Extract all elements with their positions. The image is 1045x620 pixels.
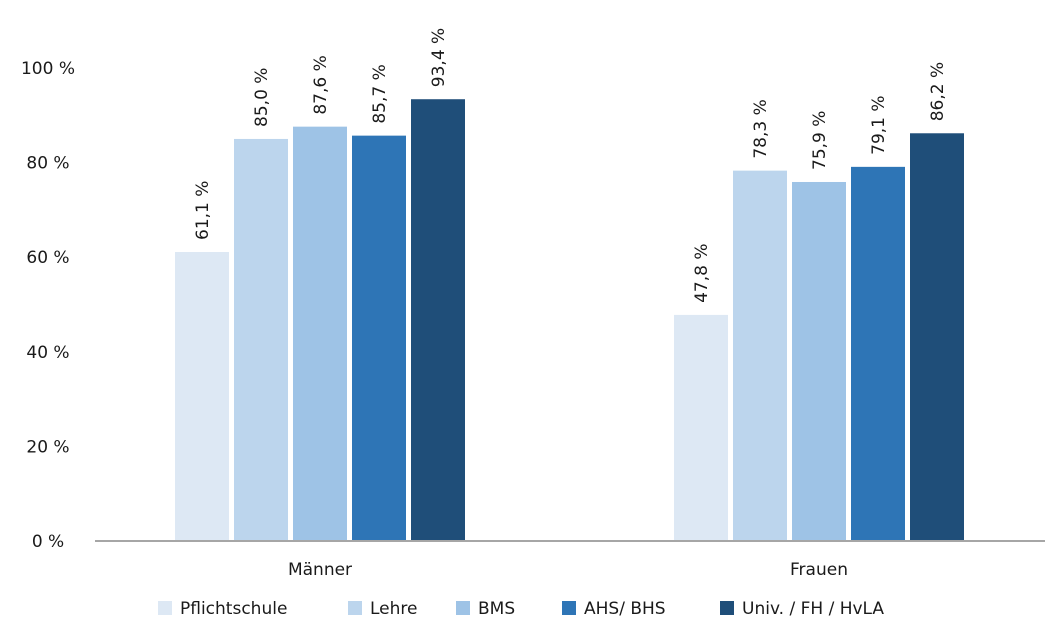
legend-item: Lehre [348, 599, 417, 619]
bar [175, 251, 229, 541]
data-label: 93,4 % [429, 28, 449, 87]
x-category-label: Frauen [790, 560, 848, 580]
legend-label: AHS/ BHS [584, 599, 666, 619]
legend-label: Pflichtschule [180, 599, 287, 619]
data-label: 86,2 % [928, 62, 948, 121]
x-axis: Männer Frauen [288, 560, 848, 580]
bar [851, 166, 905, 541]
y-axis: 0 % 20 % 40 % 60 % 80 % 100 % [21, 59, 75, 552]
bar [411, 99, 465, 541]
legend-item: AHS/ BHS [562, 599, 666, 619]
bar [234, 138, 288, 541]
bar [910, 133, 964, 542]
legend-swatch [158, 601, 172, 615]
y-tick-label: 60 % [26, 248, 69, 268]
y-tick-label: 100 % [21, 59, 75, 79]
legend-item: Univ. / FH / HvLA [720, 599, 884, 619]
legend-label: Lehre [370, 599, 417, 619]
legend-swatch [456, 601, 470, 615]
x-category-label: Männer [288, 560, 352, 580]
bar [293, 126, 347, 541]
data-label: 61,1 % [193, 181, 213, 240]
data-label: 85,7 % [370, 64, 390, 123]
bars [175, 99, 964, 542]
y-tick-label: 20 % [26, 437, 69, 457]
legend-item: Pflichtschule [158, 599, 287, 619]
data-label: 75,9 % [810, 111, 830, 170]
data-label: 87,6 % [311, 55, 331, 114]
legend-swatch [348, 601, 362, 615]
data-label: 79,1 % [869, 95, 889, 154]
legend-label: Univ. / FH / HvLA [742, 599, 884, 619]
legend: Pflichtschule Lehre BMS AHS/ BHS Univ. / FH … [158, 599, 884, 619]
legend-swatch [562, 601, 576, 615]
bar [352, 135, 406, 541]
y-tick-label: 80 % [26, 154, 69, 174]
legend-label: BMS [478, 599, 515, 619]
data-label: 85,0 % [252, 68, 272, 127]
bar [733, 170, 787, 542]
data-label: 47,8 % [692, 243, 712, 302]
bar [792, 181, 846, 542]
y-tick-label: 0 % [32, 532, 64, 552]
legend-item: BMS [456, 599, 515, 619]
bar [674, 314, 728, 541]
legend-swatch [720, 601, 734, 615]
y-tick-label: 40 % [26, 343, 69, 363]
data-label: 78,3 % [751, 99, 771, 158]
data-labels: 61,1 % 85,0 % 87,6 % 85,7 % 93,4 % 47,8 % 78,3… [193, 28, 948, 303]
